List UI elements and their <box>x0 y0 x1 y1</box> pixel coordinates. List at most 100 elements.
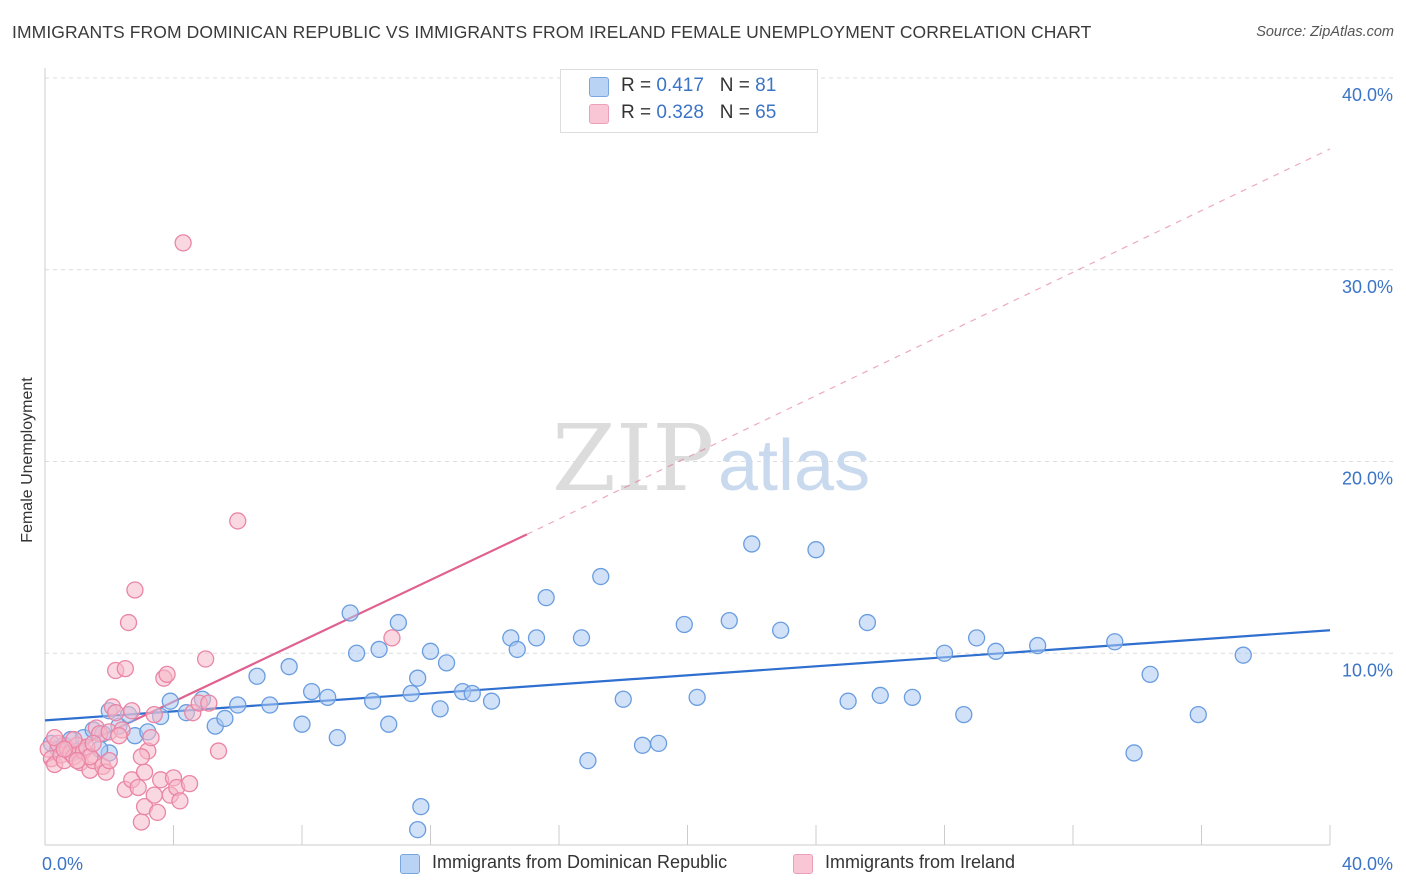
data-point-blue <box>293 715 311 733</box>
data-point-blue <box>537 588 555 607</box>
legend-n-value: 65 <box>755 102 777 123</box>
data-point-pink <box>107 704 125 722</box>
data-point-blue <box>261 696 279 714</box>
legend-label: Immigrants from Ireland <box>825 852 1016 872</box>
data-point-pink <box>148 803 167 822</box>
legend-n-value: 81 <box>755 75 777 96</box>
data-point-pink <box>171 792 189 810</box>
legend-swatch-pink <box>793 854 813 874</box>
y-axis-label: Female Unemployment <box>19 377 36 543</box>
data-point-blue <box>408 821 427 839</box>
data-point-blue <box>955 705 973 724</box>
data-point-blue <box>1106 633 1124 651</box>
data-point-blue <box>614 690 632 708</box>
y-tick-label: 10.0% <box>1342 660 1393 680</box>
data-point-blue <box>772 621 790 639</box>
data-point-blue <box>328 728 346 747</box>
chart-title: IMMIGRANTS FROM DOMINICAN REPUBLIC VS IM… <box>12 22 1092 42</box>
data-point-pink <box>126 581 144 599</box>
legend-swatch-pink <box>589 104 609 124</box>
data-point-pink <box>68 751 86 770</box>
data-point-blue <box>649 734 668 753</box>
data-point-pink <box>123 702 141 720</box>
data-point-pink <box>129 778 147 797</box>
data-point-blue <box>389 613 408 632</box>
data-point-blue <box>1029 636 1047 655</box>
data-point-pink <box>145 705 163 724</box>
data-point-pink <box>145 786 163 804</box>
data-point-blue <box>935 644 954 662</box>
legend-r-label: R = <box>621 75 657 96</box>
data-point-blue <box>633 736 652 754</box>
correlation-legend: R = 0.417 N = 81 R = 0.328 N = 65 <box>560 69 818 133</box>
data-point-blue <box>987 642 1005 660</box>
data-point-blue <box>380 715 398 733</box>
data-point-pink <box>135 763 154 781</box>
data-point-blue <box>1234 646 1252 664</box>
data-point-pink <box>119 613 138 632</box>
tick-labels: 10.0% 20.0% 30.0% 40.0% 0.0% 40.0% <box>42 85 1393 874</box>
trend-extension-pink <box>526 148 1331 535</box>
data-point-blue <box>720 612 738 630</box>
data-point-pink <box>55 740 73 758</box>
legend-n-label: N = <box>719 102 756 123</box>
data-point-blue <box>364 692 382 710</box>
data-point-blue <box>572 629 591 647</box>
data-point-pink <box>229 512 247 530</box>
data-point-pink <box>209 742 228 760</box>
data-point-pink <box>132 748 151 766</box>
data-point-pink <box>158 665 176 683</box>
data-point-blue <box>1125 744 1143 762</box>
data-point-pink <box>132 813 151 831</box>
data-point-blue <box>370 640 388 659</box>
data-point-blue <box>412 798 430 816</box>
watermark: ZIP atlas <box>552 405 870 512</box>
watermark-zip: ZIP <box>552 405 714 512</box>
data-point-blue <box>421 642 440 660</box>
data-point-blue <box>216 709 234 728</box>
data-point-blue <box>967 629 986 647</box>
x-tick-label-min: 0.0% <box>42 854 83 874</box>
data-point-blue <box>402 684 420 703</box>
legend-label: Immigrants from Dominican Republic <box>432 852 728 872</box>
data-point-pink <box>174 234 192 252</box>
data-point-pink <box>45 728 64 747</box>
data-point-blue <box>1189 705 1207 724</box>
data-point-blue <box>508 640 526 659</box>
data-point-blue <box>280 658 298 676</box>
watermark-atlas: atlas <box>718 426 870 506</box>
data-point-blue <box>431 700 449 718</box>
data-point-blue <box>1141 665 1159 683</box>
data-point-pink <box>180 774 199 793</box>
data-point-pink <box>116 659 134 678</box>
legend-swatch-blue <box>400 854 420 874</box>
legend-r-value: 0.417 <box>656 75 704 96</box>
y-tick-label: 20.0% <box>1342 469 1393 489</box>
data-point-blue <box>437 654 456 672</box>
legend-r-label: R = <box>621 102 657 123</box>
data-point-blue <box>229 696 247 714</box>
data-point-blue <box>688 688 706 707</box>
legend-r-value: 0.328 <box>656 102 704 123</box>
data-point-pink <box>383 629 401 647</box>
axes <box>44 68 1331 846</box>
y-tick-label: 30.0% <box>1342 277 1393 297</box>
y-tick-label: 40.0% <box>1342 85 1393 105</box>
data-point-blue <box>319 688 337 707</box>
data-point-pink <box>200 694 218 712</box>
data-point-blue <box>408 669 427 687</box>
data-point-blue <box>161 692 179 710</box>
data-point-blue <box>302 682 321 701</box>
data-point-blue <box>482 692 501 710</box>
data-point-blue <box>675 615 693 634</box>
data-point-pink <box>110 727 128 745</box>
source-label: Source: ZipAtlas.com <box>1256 24 1394 40</box>
data-point-pink <box>196 650 215 668</box>
gridlines <box>45 77 1395 654</box>
x-tick-label-max: 40.0% <box>1342 854 1393 874</box>
data-point-blue <box>579 751 597 770</box>
data-point-blue <box>903 688 922 707</box>
data-point-blue <box>743 535 761 553</box>
data-point-pink <box>84 734 102 753</box>
